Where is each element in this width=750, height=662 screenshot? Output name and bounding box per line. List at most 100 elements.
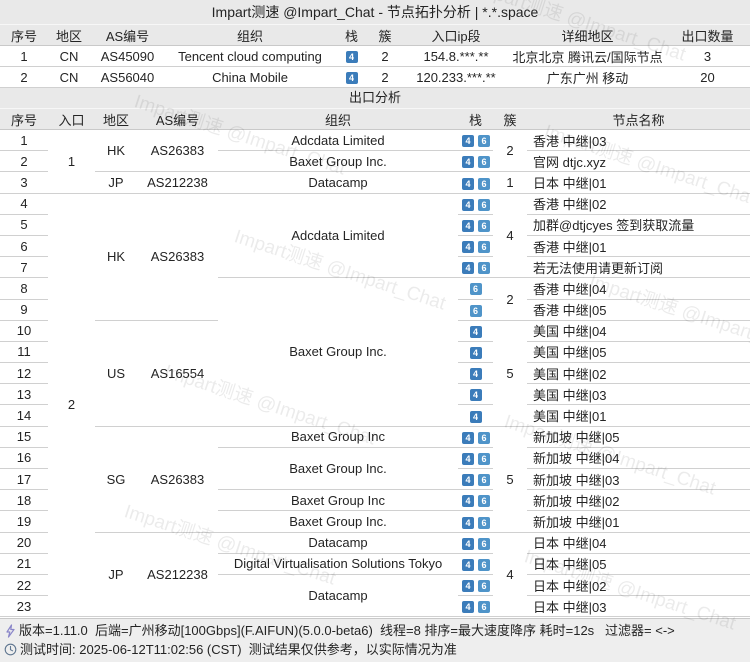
cell-exit-count: 20 (665, 66, 750, 88)
exit-row: 18 Baxet Group Inc 4 6 新加坡 中继|02 (0, 489, 750, 512)
exit-row: 19 Baxet Group Inc. 4 6 新加坡 中继|01 (0, 510, 750, 533)
ipv4-badge: 4 (462, 431, 474, 444)
cell-node-name: 新加坡 中继|03 (527, 468, 750, 491)
cell-stack: 4 (335, 45, 368, 67)
exit-row: 1 1 HK AS26383 Adcdata Limited 4 6 2 香港 中继|03 (0, 129, 750, 194)
cell-serial: 2 (0, 66, 48, 88)
ipv6-badge: 6 (478, 431, 490, 444)
cell-node-name: 新加坡 中继|05 (527, 426, 750, 448)
cell-node-name: 香港 中继|05 (527, 299, 750, 321)
ipv4-badge: 4 (462, 262, 474, 275)
cell-serial: 20 (0, 532, 48, 554)
entry-table: 序号 地区 AS编号 组织栈簇入口ip段 详细地区 出口数量 1 CN AS45090 Tenc… (0, 25, 750, 88)
cell-region: US (95, 320, 137, 427)
cell-serial: 11 (0, 341, 48, 364)
ipv6-badge: 6 (478, 262, 490, 275)
cell-org: Baxet Group Inc. (218, 447, 458, 491)
cell-cluster: 1 (493, 171, 527, 194)
cell-org: Adcdata Limited (218, 129, 458, 152)
ipv6-badge: 6 (478, 474, 490, 487)
cell-org: Datacamp (218, 171, 458, 194)
ipv4-badge: 4 (345, 72, 358, 85)
column-header: 地区 (48, 25, 90, 46)
column-header: 地区 (95, 109, 137, 130)
exit-row: 22 Datacamp 4 6 日本 中继|02 (0, 574, 750, 618)
column-header: 组织 (218, 109, 458, 130)
cell-stack: 4 (458, 383, 493, 406)
column-header: 簇 (493, 109, 527, 130)
cell-cluster: 4 (493, 532, 527, 618)
cell-stack: 4 (335, 66, 368, 88)
ipv4-badge: 4 (462, 580, 474, 593)
cell-node-name: 日本 中继|05 (527, 553, 750, 575)
cell-asn: AS26383 (137, 129, 218, 173)
cell-region: HK (95, 193, 137, 321)
cell-serial: 13 (0, 383, 48, 406)
cell-node-name: 日本 中继|01 (527, 171, 750, 194)
ipv6-badge: 6 (478, 452, 490, 465)
cell-stack: 4 (458, 341, 493, 364)
ipv6-badge: 6 (478, 177, 490, 190)
entry-row: 2 CN AS56040 China Mobile 4 2 120.233.***.** 广东… (0, 66, 750, 88)
cell-node-name: 美国 中继|05 (527, 341, 750, 364)
exit-row: 5 4 6 加群@dtjcyes 签到获取流量 (0, 214, 750, 236)
cell-cluster: 2 (493, 129, 527, 173)
entry-row: 1 CN AS45090 Tencent cloud computing 4 2 154.8… (0, 45, 750, 67)
cell-region: CN (48, 66, 90, 88)
cell-serial: 7 (0, 256, 48, 279)
cell-region: JP (95, 532, 137, 618)
ipv4-badge: 4 (462, 156, 474, 169)
column-header: AS编号 (90, 25, 165, 46)
cell-org: Baxet Group Inc (218, 426, 458, 448)
ipv4-badge: 4 (469, 410, 482, 423)
cell-asn: AS45090 (90, 45, 165, 67)
cell-org: Datacamp (218, 574, 458, 618)
cell-node-name: 香港 中继|01 (527, 235, 750, 258)
footer-time-text: 测试时间: 2025-06-12T11:02:56 (CST) 测试结果仅供参考… (20, 642, 457, 657)
cell-cluster: 5 (493, 320, 527, 427)
cell-serial: 16 (0, 447, 48, 470)
ipv4-badge: 4 (462, 537, 474, 550)
cell-detail-region: 广东广州 移动 (510, 66, 665, 88)
cell-node-name: 加群@dtjcyes 签到获取流量 (527, 214, 750, 236)
ipv6-badge: 6 (478, 219, 490, 232)
cell-entry-ip: 120.233.***.** (402, 66, 510, 88)
column-header: 簇 (368, 25, 402, 46)
ipv6-badge: 6 (478, 580, 490, 593)
cell-entry: 2 (48, 193, 95, 618)
ipv4-badge: 4 (469, 368, 482, 381)
exit-row: 21 Digital Virtualisation Solutions Tokyo… (0, 553, 750, 575)
cell-stack: 4 (458, 320, 493, 342)
cell-serial: 19 (0, 510, 48, 533)
column-header: 栈 (335, 25, 368, 46)
cell-node-name: 新加坡 中继|02 (527, 489, 750, 512)
cell-serial: 18 (0, 489, 48, 512)
column-header: 详细地区 (510, 25, 665, 46)
exit-row: 9 6 香港 中继|05 (0, 299, 750, 321)
ipv6-badge: 6 (478, 135, 490, 148)
column-header: 序号 (0, 25, 48, 46)
cell-node-name: 官网 dtjc.xyz (527, 150, 750, 173)
cell-serial: 22 (0, 574, 48, 597)
cell-region: SG (95, 426, 137, 533)
cell-asn: AS26383 (137, 193, 218, 321)
cell-cluster: 2 (493, 277, 527, 321)
cell-region: JP (95, 171, 137, 194)
ipv6-badge: 6 (469, 304, 482, 317)
cell-cluster: 2 (368, 66, 402, 88)
ipv4-badge: 4 (345, 51, 358, 64)
cell-org: Adcdata Limited (218, 193, 458, 279)
ipv4-badge: 4 (462, 601, 474, 614)
cell-serial: 12 (0, 362, 48, 385)
ipv4-badge: 4 (462, 474, 474, 487)
exit-row: 17 4 6 新加坡 中继|03 (0, 468, 750, 491)
